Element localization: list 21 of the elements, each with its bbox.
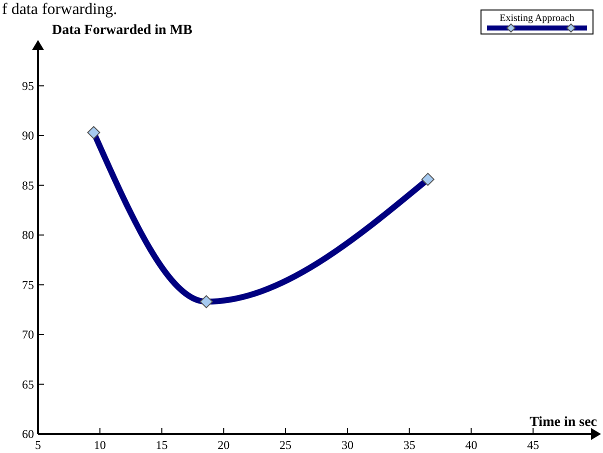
y-tick-label: 80 bbox=[22, 228, 34, 242]
x-axis-title: Time in sec bbox=[530, 415, 597, 430]
y-tick-label: 95 bbox=[22, 78, 34, 93]
x-tick-label: 10 bbox=[94, 438, 106, 452]
y-tick-label: 85 bbox=[22, 178, 34, 192]
text: f data forwarding. bbox=[2, 1, 118, 18]
y-tick-label: 60 bbox=[22, 427, 34, 441]
x-tick-label: 45 bbox=[527, 438, 540, 452]
y-tick-label: 65 bbox=[22, 377, 34, 392]
text: Existing Approach bbox=[500, 13, 574, 24]
x-tick-label: 30 bbox=[341, 438, 354, 452]
x-tick-label: 20 bbox=[218, 438, 230, 452]
y-axis-title: Data Forwarded in MB bbox=[52, 23, 192, 38]
x-tick-label: 40 bbox=[465, 438, 478, 452]
y-tick-label: 70 bbox=[22, 328, 34, 342]
y-tick-label: 75 bbox=[22, 278, 34, 292]
y-tick-label: 90 bbox=[22, 128, 34, 143]
x-tick-label: 5 bbox=[35, 438, 41, 452]
x-tick-label: 15 bbox=[156, 438, 168, 452]
x-tick-label: 35 bbox=[403, 438, 416, 452]
x-tick-label: 25 bbox=[280, 438, 292, 452]
